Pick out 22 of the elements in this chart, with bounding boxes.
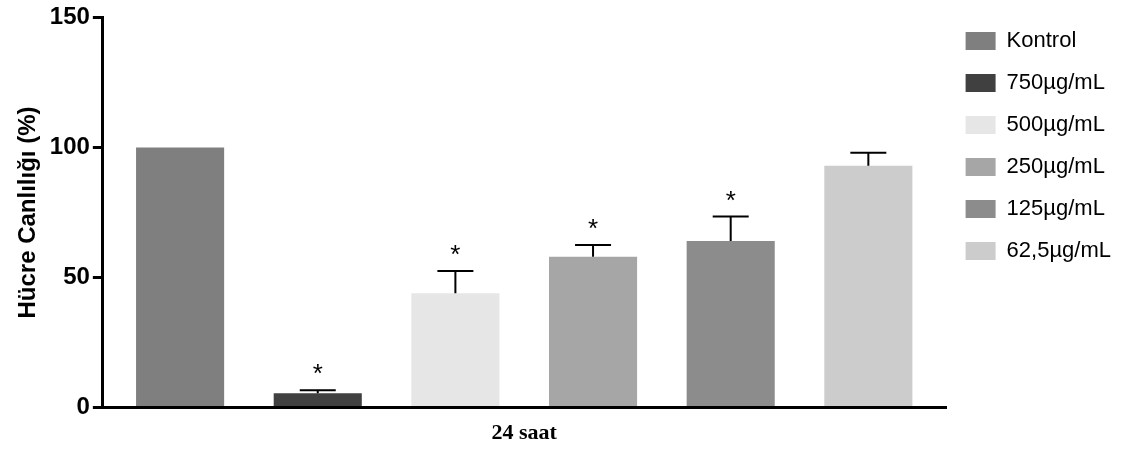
data-label: * — [312, 358, 323, 389]
legend-label: 500µg/mL — [1006, 111, 1105, 137]
x-tick-label: 24 saat — [491, 419, 558, 445]
legend-label: 750µg/mL — [1006, 69, 1105, 95]
y-axis-title: Hücre Canlılığı (%) — [13, 106, 41, 319]
legend-label: 125µg/mL — [1006, 195, 1105, 221]
data-label: * — [587, 213, 599, 244]
bar — [549, 256, 638, 407]
data-label: * — [450, 239, 461, 270]
bar — [273, 393, 362, 407]
data-label: * — [725, 184, 736, 215]
y-tick-label: 150 — [49, 2, 90, 30]
y-tick-label: 0 — [76, 392, 90, 420]
legend-label: Kontrol — [1006, 27, 1077, 53]
bar — [411, 293, 500, 407]
bar — [136, 147, 225, 407]
bar — [686, 241, 775, 407]
y-tick-label: 50 — [63, 262, 90, 290]
legend-label: 250µg/mL — [1006, 153, 1105, 179]
legend-label: 62,5µg/mL — [1006, 237, 1111, 263]
y-tick-label: 100 — [49, 132, 90, 160]
bar — [824, 165, 913, 407]
